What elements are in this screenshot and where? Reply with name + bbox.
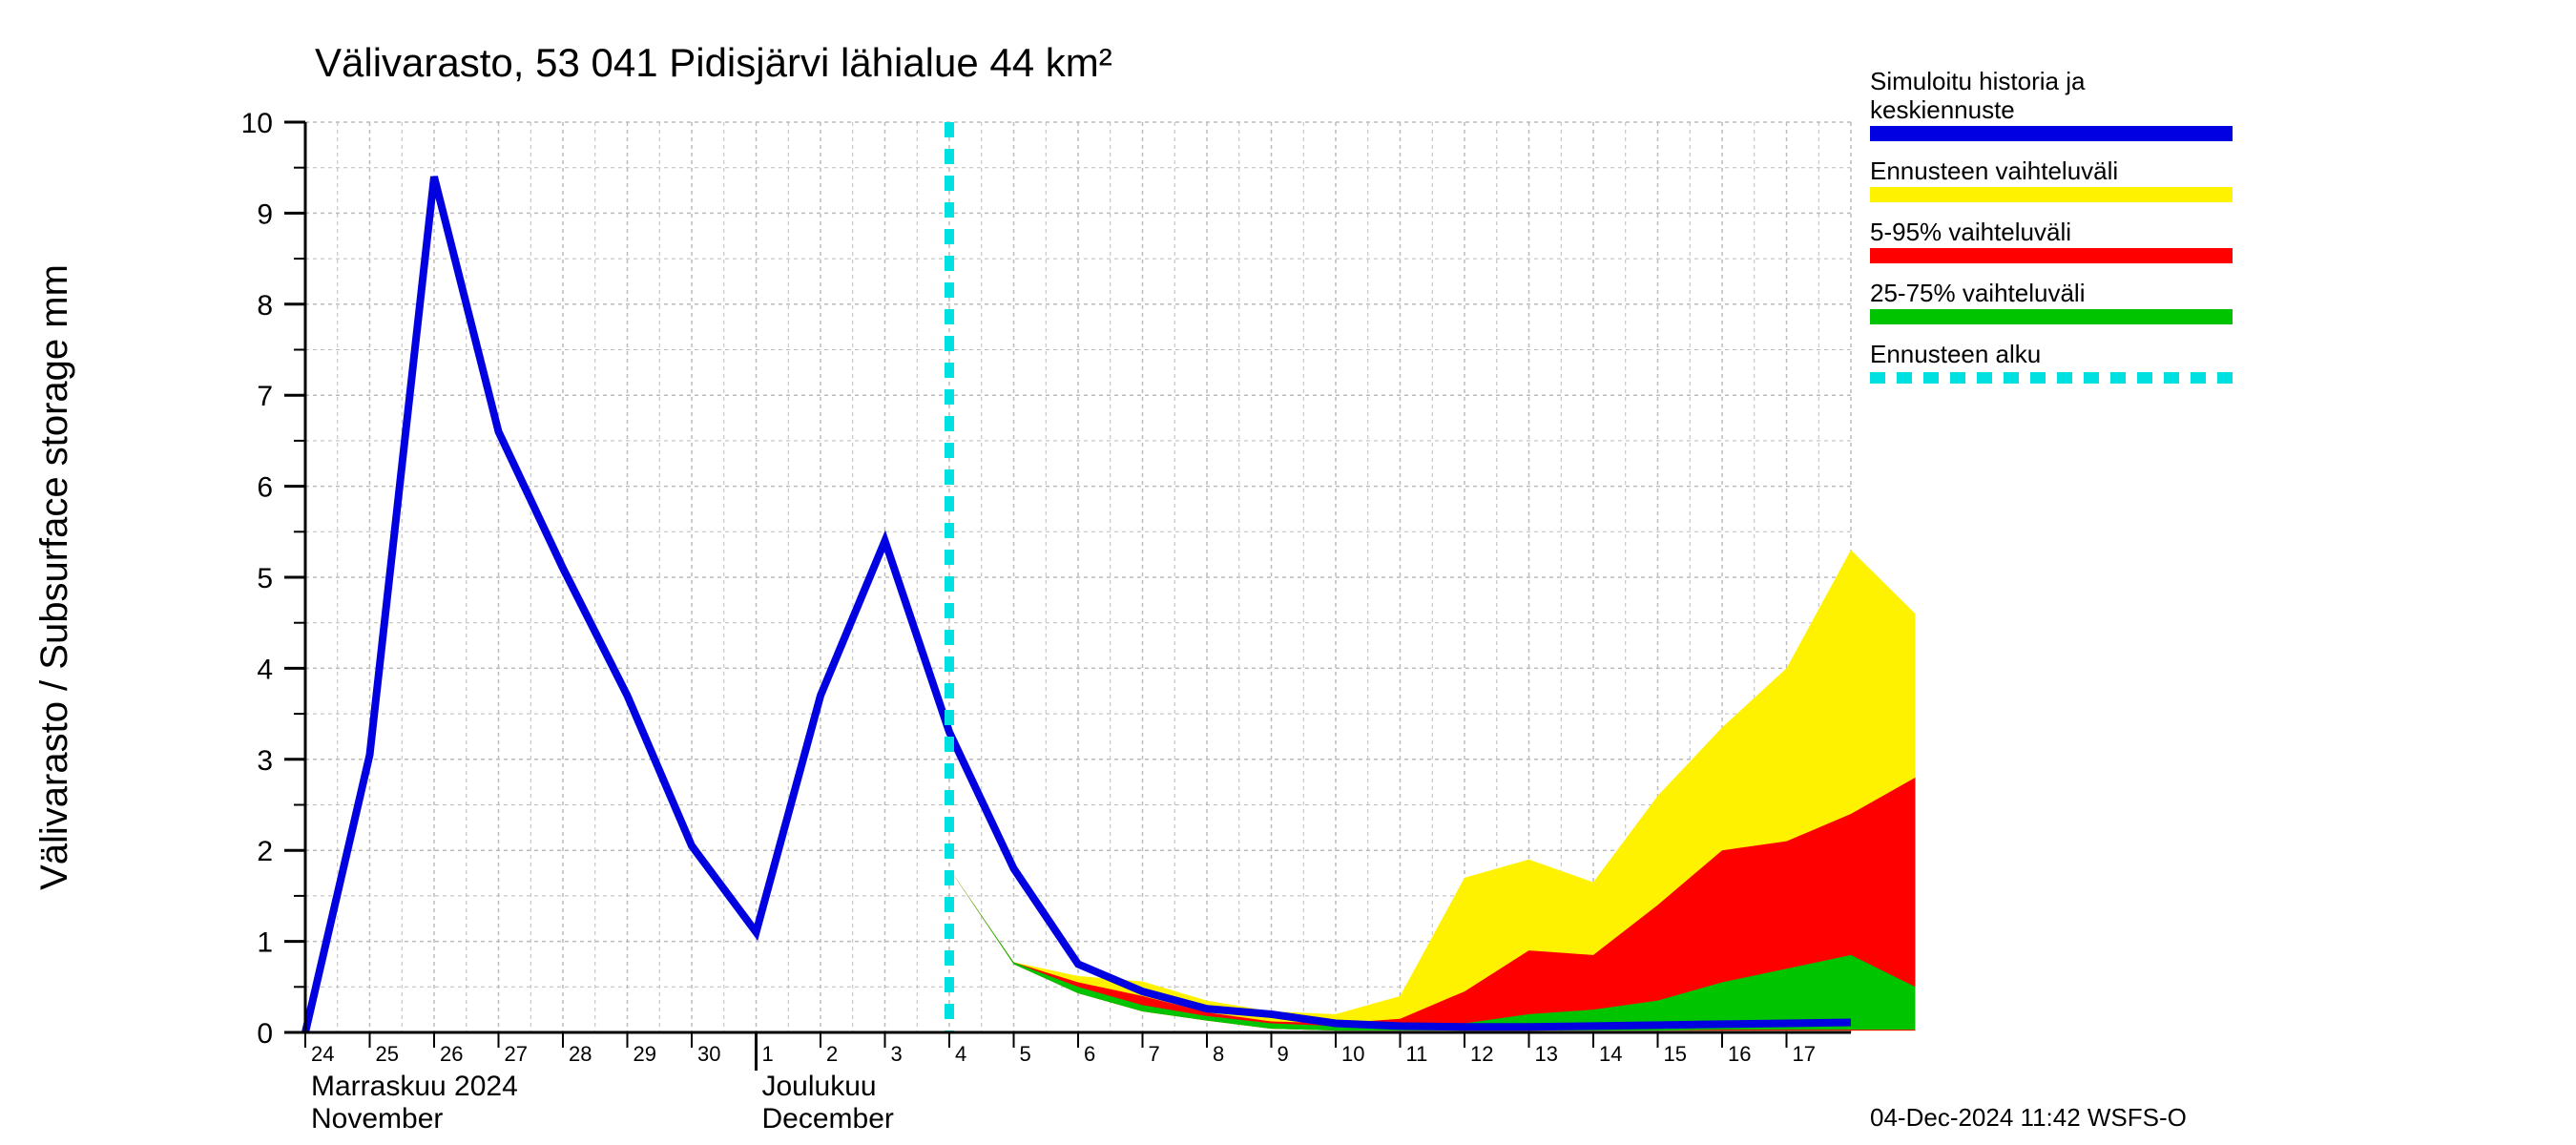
- x-tick-label: 3: [891, 1042, 903, 1066]
- x-tick-label: 2: [826, 1042, 838, 1066]
- legend-swatch: [1870, 248, 2233, 263]
- x-tick-label: 5: [1020, 1042, 1031, 1066]
- y-tick-label: 0: [257, 1018, 273, 1050]
- legend-label: 25-75% vaihteluväli: [1870, 279, 2085, 307]
- x-tick-label: 9: [1278, 1042, 1289, 1066]
- legend-label: Simuloitu historia ja: [1870, 67, 2086, 95]
- x-tick-label: 26: [440, 1042, 463, 1066]
- y-tick-label: 5: [257, 563, 273, 594]
- x-tick-label: 16: [1728, 1042, 1751, 1066]
- y-tick-label: 10: [241, 108, 273, 139]
- x-tick-label: 1: [762, 1042, 774, 1066]
- y-tick-label: 9: [257, 198, 273, 230]
- x-tick-label: 6: [1084, 1042, 1095, 1066]
- month2-label-fi: Joulukuu: [762, 1071, 877, 1102]
- legend-swatch: [1870, 126, 2233, 141]
- x-tick-label: 25: [376, 1042, 399, 1066]
- y-tick-label: 6: [257, 472, 273, 504]
- x-tick-label: 10: [1341, 1042, 1364, 1066]
- y-axis-label: Välivarasto / Subsurface storage mm: [33, 264, 75, 890]
- legend-label: 5-95% vaihteluväli: [1870, 218, 2071, 246]
- x-tick-label: 30: [697, 1042, 720, 1066]
- x-tick-label: 13: [1535, 1042, 1558, 1066]
- month1-label-fi: Marraskuu 2024: [311, 1071, 518, 1102]
- chart-container: 0123456789102425262728293012345678910111…: [0, 0, 2576, 1145]
- chart-title: Välivarasto, 53 041 Pidisjärvi lähialue …: [315, 40, 1112, 85]
- y-tick-label: 4: [257, 654, 273, 685]
- x-tick-label: 27: [505, 1042, 528, 1066]
- x-tick-label: 8: [1213, 1042, 1224, 1066]
- legend-swatch: [1870, 309, 2233, 324]
- x-tick-label: 24: [311, 1042, 334, 1066]
- x-tick-label: 29: [634, 1042, 656, 1066]
- chart-svg: 0123456789102425262728293012345678910111…: [0, 0, 2576, 1145]
- y-tick-label: 7: [257, 381, 273, 412]
- footer-timestamp: 04-Dec-2024 11:42 WSFS-O: [1870, 1103, 2187, 1132]
- x-tick-label: 4: [955, 1042, 966, 1066]
- x-tick-label: 7: [1149, 1042, 1160, 1066]
- y-tick-label: 2: [257, 836, 273, 867]
- legend-label: Ennusteen vaihteluväli: [1870, 156, 2118, 185]
- y-tick-label: 3: [257, 745, 273, 777]
- legend-swatch: [1870, 187, 2233, 202]
- y-tick-label: 1: [257, 927, 273, 959]
- x-tick-label: 12: [1470, 1042, 1493, 1066]
- legend-label: keskiennuste: [1870, 95, 2015, 124]
- y-tick-label: 8: [257, 290, 273, 322]
- legend-label: Ennusteen alku: [1870, 340, 2041, 368]
- x-tick-label: 15: [1664, 1042, 1687, 1066]
- month2-label-en: December: [762, 1103, 894, 1135]
- x-tick-label: 17: [1793, 1042, 1816, 1066]
- x-tick-label: 28: [569, 1042, 592, 1066]
- x-tick-label: 14: [1599, 1042, 1622, 1066]
- month1-label-en: November: [311, 1103, 443, 1135]
- x-tick-label: 11: [1406, 1042, 1428, 1066]
